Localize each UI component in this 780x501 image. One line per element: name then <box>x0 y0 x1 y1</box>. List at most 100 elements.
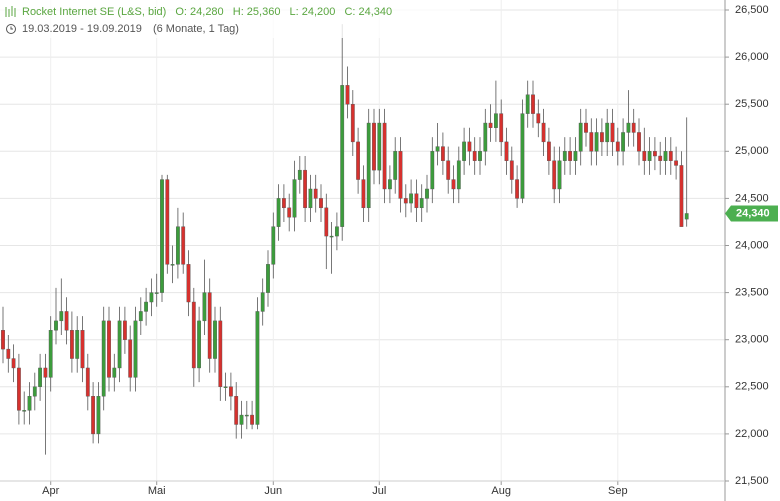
candle-body <box>419 198 424 209</box>
candle-body <box>430 151 435 190</box>
candle-body <box>144 301 148 312</box>
candle-body <box>398 151 403 199</box>
title: Rocket Internet SE (L&S, bid) <box>22 6 166 18</box>
candle-body <box>218 320 223 387</box>
y-tick-label: 22,000 <box>735 428 769 440</box>
candle-body <box>547 141 551 161</box>
candle-body <box>276 198 281 227</box>
candle-body <box>414 193 419 209</box>
candle-body <box>117 320 122 369</box>
candle-body <box>6 348 11 359</box>
candle-body <box>684 213 689 220</box>
candle-body <box>668 151 673 161</box>
candle-body <box>54 320 58 331</box>
candle-body <box>191 301 196 369</box>
candle-body <box>335 226 339 237</box>
candle-body <box>499 113 504 143</box>
candle-body <box>509 160 514 180</box>
clock-icon <box>6 24 16 34</box>
candle-body <box>260 292 265 312</box>
candle-body <box>366 122 371 209</box>
candle-body <box>27 396 32 411</box>
candle-body <box>175 226 180 265</box>
candle-body <box>541 122 546 143</box>
candle-body <box>101 320 106 397</box>
candles <box>1 24 689 455</box>
candle-body <box>557 160 562 190</box>
candle-body <box>642 151 647 161</box>
candle-body <box>154 292 159 294</box>
candle-body <box>239 414 244 425</box>
candle-body <box>38 367 43 387</box>
candle-body <box>324 207 329 237</box>
x-tick-label: Apr <box>42 485 59 497</box>
candle-body <box>658 155 663 161</box>
x-tick-label: Jun <box>264 485 282 497</box>
candle-body <box>138 311 143 322</box>
y-tick-label: 21,500 <box>735 475 769 487</box>
candle-body <box>292 179 297 218</box>
chart-icon <box>5 6 16 17</box>
candle-body <box>59 311 64 322</box>
candle-body <box>303 169 307 209</box>
candle-body <box>393 151 398 180</box>
candle-body <box>69 330 74 359</box>
candle-body <box>207 292 212 359</box>
ohlc-low: L: 24,200 <box>290 6 336 18</box>
candle-body <box>674 160 679 166</box>
candle-body <box>467 141 472 152</box>
candle-body <box>223 386 228 388</box>
candle-body <box>488 122 493 128</box>
candle-body <box>112 367 117 378</box>
candle-body <box>17 367 21 411</box>
candle-body <box>552 160 557 190</box>
candle-body <box>647 151 652 161</box>
candle-body <box>626 122 631 133</box>
candle-body <box>319 198 323 209</box>
candle-body <box>382 122 387 190</box>
candle-body <box>48 330 53 378</box>
price-tag: 24,340 <box>736 207 770 219</box>
candle-body <box>213 320 217 359</box>
candle-body <box>356 141 360 180</box>
y-tick-label: 26,000 <box>735 51 769 63</box>
header: Rocket Internet SE (L&S, bid) O: 24,280 … <box>0 0 470 38</box>
candle-body <box>663 151 668 161</box>
candle-body <box>605 122 610 143</box>
candle-body <box>255 311 260 425</box>
candle-body <box>11 358 16 369</box>
y-tick-label: 22,500 <box>735 381 769 393</box>
candle-body <box>308 188 313 209</box>
candle-body <box>504 141 509 161</box>
candle-body <box>589 132 594 152</box>
clock-hands <box>10 26 13 30</box>
candle-body <box>75 330 80 359</box>
candle-body <box>345 85 350 105</box>
candle-body <box>377 122 382 171</box>
x-tick-label: Aug <box>491 485 511 497</box>
candle-body <box>446 160 451 180</box>
candle-body <box>165 179 170 265</box>
candle-body <box>80 330 85 369</box>
candle-body <box>615 141 620 152</box>
candle-body <box>228 386 233 397</box>
candle-body <box>372 122 376 171</box>
candle-body <box>562 151 567 161</box>
candle-body <box>483 122 488 152</box>
candle-body <box>435 146 440 152</box>
candle-body <box>107 320 111 378</box>
x-tick-label: Sep <box>608 485 628 497</box>
candle-body <box>96 396 101 435</box>
y-tick-label: 25,500 <box>735 98 769 110</box>
subtitle-line: 19.03.2019 - 19.09.2019 (6 Monate, 1 Tag… <box>22 23 239 35</box>
y-tick-label: 23,500 <box>735 287 769 299</box>
header-line: Rocket Internet SE (L&S, bid) O: 24,280 … <box>22 6 392 18</box>
candle-body <box>631 122 636 133</box>
candle-body <box>403 198 408 204</box>
candle-body <box>128 339 133 378</box>
y-tick-label: 26,500 <box>735 4 769 16</box>
candle-body <box>250 414 254 425</box>
candle-body <box>425 188 429 199</box>
